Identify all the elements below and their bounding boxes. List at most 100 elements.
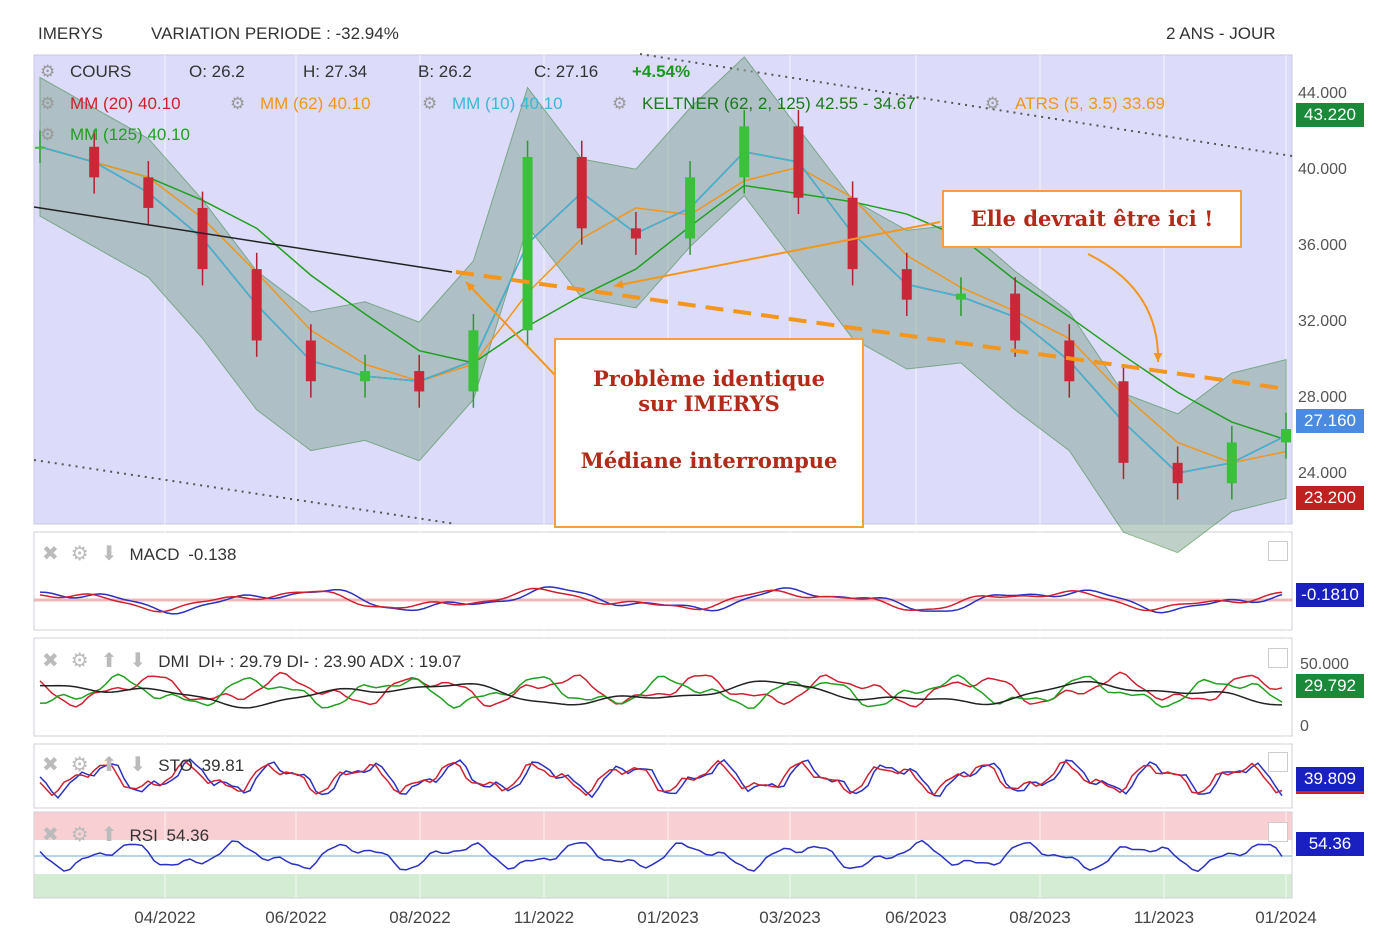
price-candle [901,269,912,300]
price-candle [1064,340,1075,382]
rsi-neutral-zone [34,840,1292,874]
rsi-value: 54.36 [166,826,210,845]
arrow-up-icon[interactable]: ⬆ [100,824,118,846]
dmi-panel-background [33,637,1293,737]
price-tick: 40.000 [1298,161,1347,178]
price-candle [89,146,100,178]
legend-keltner: ⚙ KELTNER (62, 2, 125) 42.55 - 34.67 [612,94,916,113]
arrow-up-icon[interactable]: ⬆ [100,754,118,776]
mm125-line [39,146,1287,441]
arrow-down-icon[interactable]: ⬇ [100,543,118,565]
panel-maximize-button[interactable] [1268,648,1288,668]
sto-d-line [39,759,1283,797]
legend-atrs: ⚙ ATRS (5, 3.5) 33.69 [985,94,1165,113]
period-variation: VARIATION PERIODE : -32.94% [151,24,399,43]
arrow-down-icon[interactable]: ⬇ [129,754,147,776]
close-icon[interactable]: ✖ [42,543,59,565]
price-candle [522,156,533,331]
rsi-panel-border [33,811,1293,899]
x-tick: 08/2023 [1009,908,1071,927]
gear-icon[interactable]: ⚙ [422,94,438,113]
panel-maximize-button[interactable] [1268,541,1288,561]
close-icon[interactable]: ✖ [42,650,59,672]
gear-icon[interactable]: ⚙ [70,754,89,776]
price-candle [197,207,208,270]
legend-mm20: ⚙ MM (20) 40.10 [40,94,181,113]
period-selector[interactable]: 2 ANS - JOUR [1166,24,1276,43]
macd-header: ✖ ⚙ ⬇ MACD -0.138 [42,541,236,566]
x-tick: 11/2023 [1133,908,1195,927]
rsi-overbought-zone [34,812,1292,840]
sto-tag: 39.809 [1296,767,1364,794]
gear-icon[interactable]: ⚙ [70,543,89,565]
annotation-arrow-3-head [1153,352,1163,362]
legend-high: H: 27.34 [303,62,368,81]
rsi-line [39,839,1283,873]
dmi-plus-line [39,671,1283,708]
annotation-box-median: Problème identique sur IMERYS Médiane in… [554,338,864,528]
gear-icon[interactable]: ⚙ [985,94,1001,113]
x-tick: 08/2022 [389,908,451,927]
price-candle [576,156,587,229]
annotation-arrow-1-head [466,282,476,292]
price-candle [1172,462,1183,484]
annotation-arrow-2 [613,221,941,287]
gear-icon[interactable]: ⚙ [40,62,56,81]
x-tick: 01/2024 [1255,908,1317,927]
legend-change: +4.54% [632,62,691,81]
price-candle [1281,428,1291,443]
price-candle [1226,442,1237,484]
gear-icon[interactable]: ⚙ [70,824,89,846]
legend-cours: COURS [69,62,132,81]
mm62-line [39,146,1287,464]
legend-mm125: ⚙ MM (125) 40.10 [40,125,190,144]
sto-value: 39.81 [201,756,245,775]
legend-low: B: 26.2 [418,62,472,81]
legend-mm10: ⚙ MM (10) 40.10 [422,94,563,113]
sto-k-line [39,758,1283,800]
price-tick: 28.000 [1298,389,1347,406]
annotation-arrow-3 [1087,253,1160,363]
dmi-tick-top: 50.000 [1300,656,1349,673]
close-icon[interactable]: ✖ [42,754,59,776]
dmi-minus-line [40,673,1283,709]
price-candle [685,177,696,239]
price-last-tag: 27.160 [1296,409,1364,433]
arrow-down-icon[interactable]: ⬇ [129,650,147,672]
dmi-header: ✖ ⚙ ⬆ ⬇ DMI DI+ : 29.79 DI- : 23.90 ADX : 19… [42,648,461,673]
gear-icon[interactable]: ⚙ [612,94,628,113]
rsi-header: ✖ ⚙ ⬆ RSI 54.36 [42,822,209,847]
gear-icon[interactable]: ⚙ [70,650,89,672]
gear-icon[interactable]: ⚙ [40,94,56,113]
adx-line [39,680,1283,709]
sto-label: STO [158,756,193,775]
annotation-box-target: Elle devrait être ici ! [942,190,1242,248]
price-tick: 44.000 [1298,85,1347,102]
dmi-label: DMI [158,652,190,671]
x-tick: 01/2023 [637,908,699,927]
macd-tag: -0.1810 [1296,583,1364,607]
x-tick: 06/2022 [265,908,327,927]
panel-maximize-button[interactable] [1268,752,1288,772]
sto-panel-background [33,743,1293,809]
close-icon[interactable]: ✖ [42,824,59,846]
macd-panel-background [33,531,1293,631]
channel-bottom-line [33,459,457,525]
price-low-tag: 23.200 [1296,486,1364,510]
macd-label: MACD [129,545,180,564]
macd-value: -0.138 [188,545,237,564]
channel-top-line [639,53,1293,157]
gear-icon[interactable]: ⚙ [40,125,56,144]
gear-icon[interactable]: ⚙ [230,94,246,113]
dmi-value: DI+ : 29.79 DI- : 23.90 ADX : 19.07 [198,652,462,671]
arrow-up-icon[interactable]: ⬆ [100,650,118,672]
price-candle [1010,293,1021,341]
panel-maximize-button[interactable] [1268,822,1288,842]
x-tick: 03/2023 [759,908,821,927]
price-candle [847,197,858,270]
annotation-line: sur IMERYS [638,391,780,416]
annotation-line: Médiane interrompue [580,448,838,473]
price-candle [414,371,425,392]
x-tick: 06/2023 [885,908,947,927]
